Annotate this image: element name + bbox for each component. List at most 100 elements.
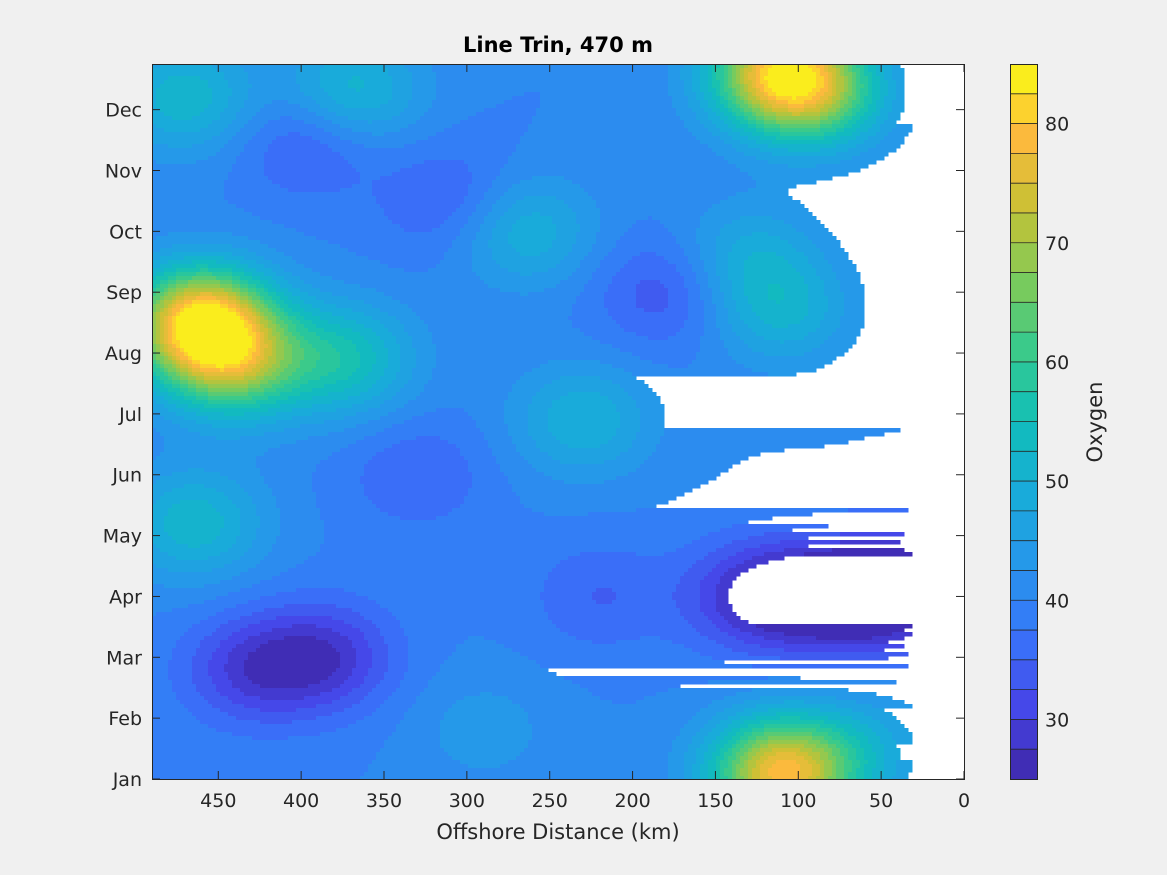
- contour-cell: [196, 392, 209, 397]
- contour-cell: [772, 216, 817, 221]
- contour-cell: [688, 308, 705, 313]
- contour-cell: [280, 336, 289, 341]
- contour-cell: [728, 756, 737, 761]
- contour-cell: [820, 740, 829, 745]
- contour-cell: [432, 368, 533, 373]
- contour-cell: [728, 260, 745, 265]
- contour-cell: [684, 120, 701, 125]
- contour-cell: [772, 764, 801, 769]
- contour-cell: [168, 328, 173, 333]
- contour-cell: [160, 344, 165, 349]
- contour-cell: [752, 756, 761, 761]
- contour-cell: [552, 400, 613, 405]
- contour-cell: [616, 428, 641, 433]
- contour-cell: [852, 68, 861, 73]
- contour-cell: [668, 764, 685, 769]
- contour-cell: [152, 164, 233, 169]
- contour-cell: [704, 324, 717, 329]
- contour-cell: [716, 592, 729, 597]
- contour-cell: [700, 284, 709, 289]
- contour-cell: [544, 604, 677, 609]
- contour-cell: [296, 440, 357, 445]
- contour-cell: [668, 228, 697, 233]
- contour-cell: [576, 212, 601, 217]
- contour-cell: [268, 316, 277, 321]
- contour-cell: [184, 408, 201, 413]
- contour-cell: [224, 288, 233, 293]
- contour-cell: [272, 320, 277, 325]
- contour-cell: [540, 104, 673, 109]
- contour-cell: [720, 332, 737, 337]
- contour-cell: [280, 528, 325, 533]
- contour-cell: [668, 304, 689, 309]
- contour-cell: [224, 128, 241, 133]
- contour-cell: [152, 224, 285, 229]
- contour-cell: [228, 672, 245, 677]
- contour-cell: [868, 108, 877, 113]
- contour-cell: [820, 120, 833, 125]
- contour-cell: [232, 164, 265, 169]
- contour-cell: [636, 468, 729, 473]
- contour-cell: [728, 100, 733, 105]
- contour-cell: [712, 148, 737, 153]
- contour-cell: [512, 204, 569, 209]
- contour-cell: [476, 272, 521, 277]
- contour-cell: [668, 76, 681, 81]
- contour-cell: [436, 516, 773, 521]
- contour-cell: [504, 100, 541, 105]
- contour-cell: [320, 548, 677, 553]
- contour-cell: [720, 336, 741, 341]
- contour-cell: [216, 688, 241, 693]
- contour-cell: [292, 380, 309, 385]
- contour-cell: [152, 496, 161, 501]
- contour-cell: [164, 332, 169, 337]
- contour-cell: [152, 652, 173, 657]
- contour-cell: [832, 772, 837, 777]
- contour-cell: [152, 620, 201, 625]
- contour-cell: [560, 260, 581, 265]
- contour-cell: [884, 768, 897, 773]
- contour-cell: [268, 288, 277, 293]
- contour-cell: [684, 248, 701, 253]
- contour-cell: [424, 412, 469, 417]
- contour-cell: [380, 392, 397, 397]
- contour-cell: [780, 132, 825, 137]
- plot-area: [152, 64, 965, 780]
- contour-cell: [704, 740, 713, 745]
- contour-cell: [748, 768, 753, 773]
- contour-cell: [304, 232, 461, 237]
- contour-cell: [884, 68, 893, 73]
- contour-cell: [660, 280, 685, 285]
- contour-cell: [704, 752, 713, 757]
- y-tick-label: Nov: [105, 160, 142, 182]
- contour-cell: [736, 768, 741, 773]
- contour-cell: [356, 664, 373, 669]
- contour-cell: [280, 304, 289, 309]
- contour-cell: [368, 668, 389, 673]
- contour-cell: [820, 88, 829, 93]
- contour-cell: [192, 676, 213, 681]
- contour-cell: [676, 604, 701, 609]
- contour-cell: [352, 128, 401, 133]
- contour-cell: [616, 404, 637, 409]
- contour-cell: [188, 708, 221, 713]
- contour-cell: [500, 172, 749, 177]
- contour-cell: [324, 128, 353, 133]
- contour-cell: [400, 320, 425, 325]
- contour-cell: [408, 100, 433, 105]
- contour-cell: [372, 652, 389, 657]
- contour-cell: [172, 332, 177, 337]
- contour-cell: [332, 452, 377, 457]
- contour-cell: [804, 276, 821, 281]
- contour-cell: [592, 692, 657, 697]
- contour-cell: [728, 568, 749, 573]
- contour-cell: [248, 492, 273, 497]
- contour-cell: [700, 348, 729, 353]
- contour-cell: [236, 300, 241, 305]
- contour-cell: [264, 556, 309, 561]
- contour-cell: [152, 376, 157, 381]
- contour-cell: [156, 332, 161, 337]
- contour-cell: [504, 416, 529, 421]
- contour-cell: [764, 728, 817, 733]
- contour-cell: [192, 304, 221, 309]
